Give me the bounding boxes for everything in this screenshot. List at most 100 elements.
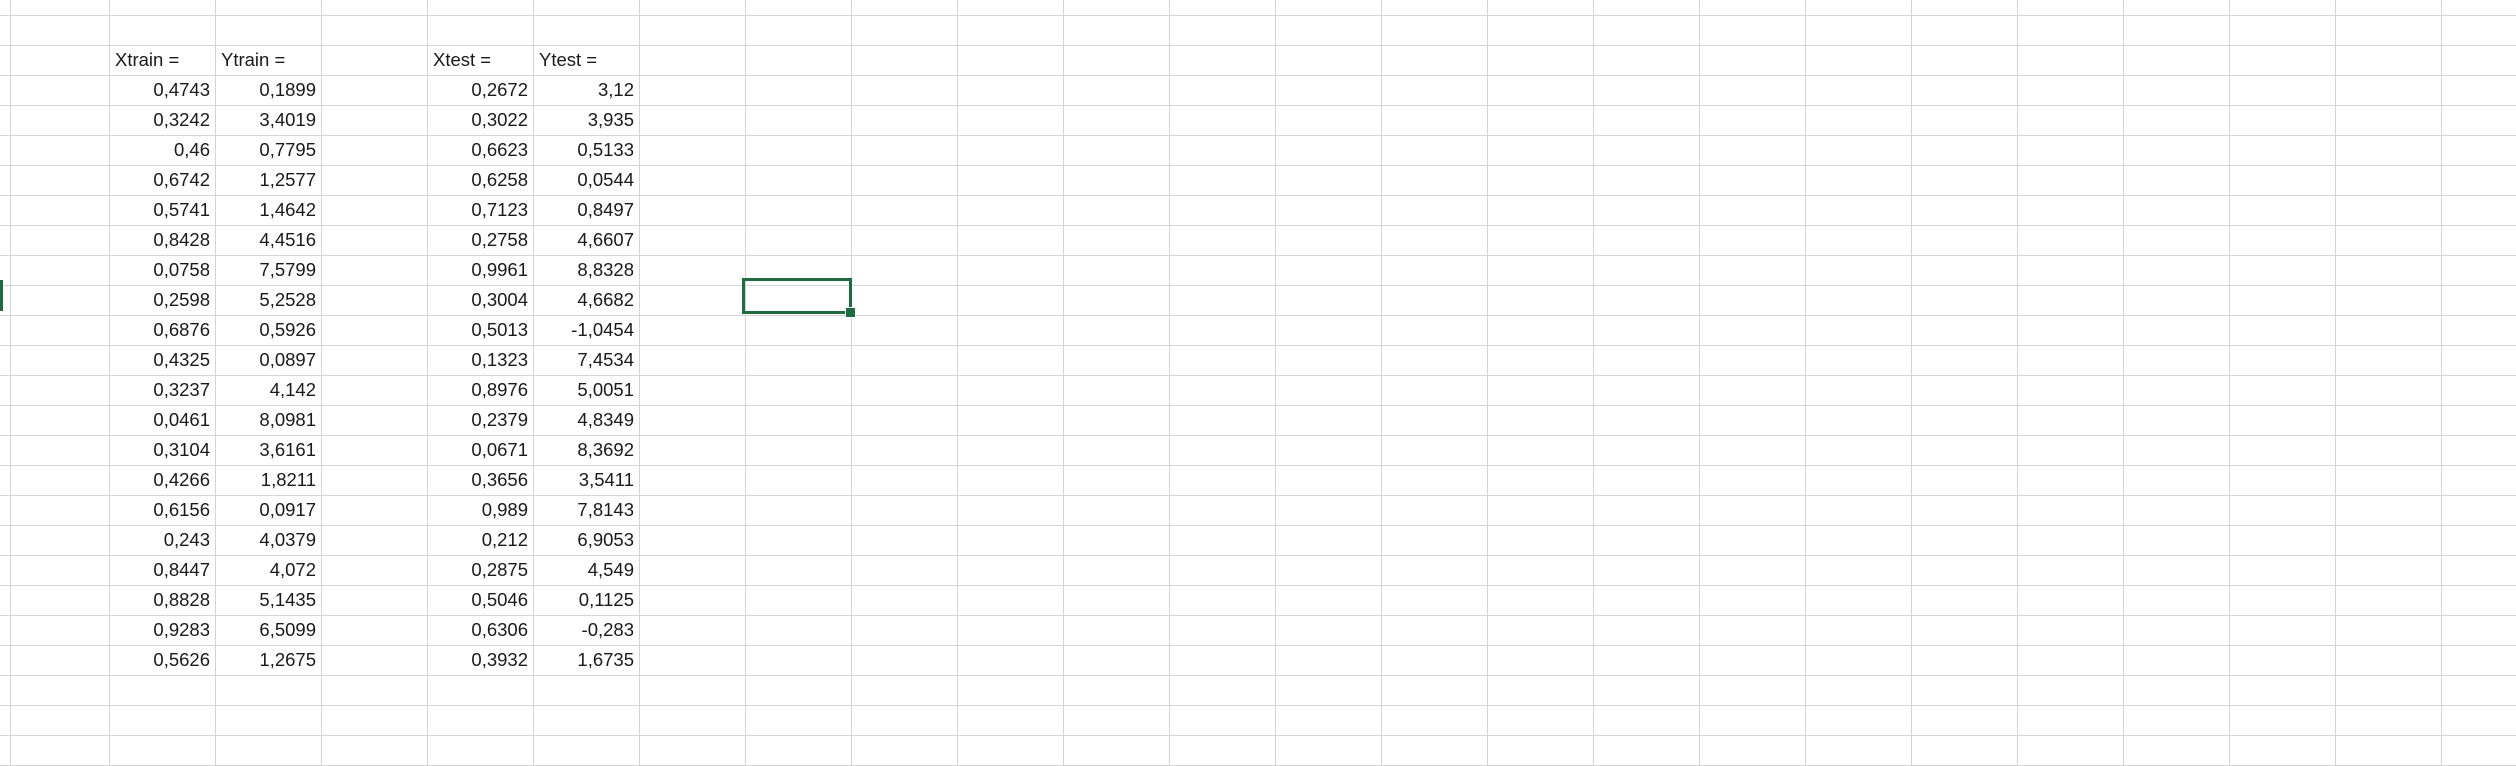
- sheet-cell[interactable]: [322, 256, 428, 286]
- sheet-cell[interactable]: [4, 646, 110, 676]
- sheet-cell[interactable]: [1594, 616, 1700, 646]
- sheet-cell[interactable]: [2442, 466, 2516, 496]
- sheet-cell[interactable]: [1276, 0, 1382, 16]
- sheet-cell[interactable]: [1806, 286, 1912, 316]
- sheet-cell[interactable]: [1912, 166, 2018, 196]
- sheet-cell[interactable]: [2230, 256, 2336, 286]
- sheet-cell[interactable]: [1382, 106, 1488, 136]
- sheet-cell[interactable]: [640, 616, 746, 646]
- sheet-cell[interactable]: [640, 526, 746, 556]
- sheet-cell[interactable]: [2018, 706, 2124, 736]
- sheet-cell[interactable]: [322, 16, 428, 46]
- sheet-cell[interactable]: [2442, 226, 2516, 256]
- sheet-cell[interactable]: [1912, 466, 2018, 496]
- sheet-cell[interactable]: [1170, 346, 1276, 376]
- sheet-cell[interactable]: [2124, 0, 2230, 16]
- sheet-cell[interactable]: [4, 526, 110, 556]
- sheet-cell[interactable]: [640, 556, 746, 586]
- sheet-cell[interactable]: [2018, 346, 2124, 376]
- sheet-cell[interactable]: [958, 376, 1064, 406]
- ytrain-cell[interactable]: 4,0379: [216, 526, 322, 556]
- sheet-cell[interactable]: [1594, 196, 1700, 226]
- sheet-cell[interactable]: [534, 0, 640, 16]
- ytest-cell[interactable]: 0,8497: [534, 196, 640, 226]
- sheet-cell[interactable]: [1594, 256, 1700, 286]
- sheet-cell[interactable]: [1170, 286, 1276, 316]
- sheet-cell[interactable]: [2230, 436, 2336, 466]
- sheet-cell[interactable]: [1170, 556, 1276, 586]
- sheet-cell[interactable]: [640, 406, 746, 436]
- sheet-cell[interactable]: [958, 736, 1064, 766]
- sheet-cell[interactable]: [852, 676, 958, 706]
- sheet-cell[interactable]: [2018, 76, 2124, 106]
- xtest-cell[interactable]: 0,2758: [428, 226, 534, 256]
- sheet-cell[interactable]: [1276, 676, 1382, 706]
- sheet-cell[interactable]: [2124, 286, 2230, 316]
- sheet-cell[interactable]: [2018, 556, 2124, 586]
- sheet-cell[interactable]: [1064, 0, 1170, 16]
- sheet-cell[interactable]: [1064, 16, 1170, 46]
- ytrain-cell[interactable]: 3,4019: [216, 106, 322, 136]
- sheet-cell[interactable]: [1170, 436, 1276, 466]
- sheet-cell[interactable]: [1276, 736, 1382, 766]
- sheet-cell[interactable]: [2018, 466, 2124, 496]
- sheet-cell[interactable]: [2230, 46, 2336, 76]
- sheet-cell[interactable]: [2018, 526, 2124, 556]
- sheet-cell[interactable]: [216, 736, 322, 766]
- xtest-cell[interactable]: 0,212: [428, 526, 534, 556]
- sheet-cell[interactable]: [1700, 166, 1806, 196]
- sheet-cell[interactable]: [2230, 106, 2336, 136]
- sheet-cell[interactable]: [2124, 496, 2230, 526]
- sheet-cell[interactable]: [2230, 136, 2336, 166]
- sheet-cell[interactable]: [1806, 0, 1912, 16]
- sheet-cell[interactable]: [1382, 136, 1488, 166]
- sheet-cell[interactable]: [2336, 166, 2442, 196]
- ytest-cell[interactable]: 1,6735: [534, 646, 640, 676]
- ytest-cell[interactable]: -1,0454: [534, 316, 640, 346]
- sheet-cell[interactable]: [2124, 466, 2230, 496]
- sheet-cell[interactable]: [4, 376, 110, 406]
- sheet-cell[interactable]: [2230, 586, 2336, 616]
- sheet-cell[interactable]: [1170, 46, 1276, 76]
- sheet-cell[interactable]: [746, 496, 852, 526]
- sheet-cell[interactable]: [1488, 646, 1594, 676]
- sheet-cell[interactable]: [2230, 736, 2336, 766]
- sheet-cell[interactable]: [1488, 616, 1594, 646]
- sheet-cell[interactable]: [746, 76, 852, 106]
- ytest-cell[interactable]: 4,8349: [534, 406, 640, 436]
- sheet-cell[interactable]: [4, 736, 110, 766]
- sheet-cell[interactable]: [1170, 376, 1276, 406]
- sheet-cell[interactable]: [1912, 286, 2018, 316]
- sheet-cell[interactable]: [1488, 0, 1594, 16]
- sheet-cell[interactable]: [534, 736, 640, 766]
- sheet-cell[interactable]: [1382, 526, 1488, 556]
- ytrain-cell[interactable]: 1,4642: [216, 196, 322, 226]
- sheet-cell[interactable]: [1488, 436, 1594, 466]
- sheet-cell[interactable]: [1594, 466, 1700, 496]
- sheet-cell[interactable]: [2124, 586, 2230, 616]
- sheet-cell[interactable]: [958, 0, 1064, 16]
- sheet-cell[interactable]: [1382, 556, 1488, 586]
- sheet-cell[interactable]: [2124, 16, 2230, 46]
- ytest-cell[interactable]: 0,5133: [534, 136, 640, 166]
- sheet-cell[interactable]: [2442, 46, 2516, 76]
- sheet-cell[interactable]: [2124, 646, 2230, 676]
- ytrain-cell[interactable]: 3,6161: [216, 436, 322, 466]
- sheet-cell[interactable]: [322, 166, 428, 196]
- sheet-cell[interactable]: [1064, 46, 1170, 76]
- xtrain-cell[interactable]: 0,0461: [110, 406, 216, 436]
- ytest-cell[interactable]: 3,935: [534, 106, 640, 136]
- sheet-cell[interactable]: [1382, 16, 1488, 46]
- sheet-cell[interactable]: [1912, 736, 2018, 766]
- sheet-cell[interactable]: [2442, 586, 2516, 616]
- sheet-cell[interactable]: [1700, 556, 1806, 586]
- xtest-cell[interactable]: 0,7123: [428, 196, 534, 226]
- sheet-cell[interactable]: [1170, 586, 1276, 616]
- sheet-cell[interactable]: [1488, 526, 1594, 556]
- sheet-cell[interactable]: [852, 136, 958, 166]
- sheet-cell[interactable]: [322, 406, 428, 436]
- sheet-cell[interactable]: [1594, 526, 1700, 556]
- sheet-cell[interactable]: [322, 616, 428, 646]
- sheet-cell[interactable]: [2018, 586, 2124, 616]
- ytest-cell[interactable]: -0,283: [534, 616, 640, 646]
